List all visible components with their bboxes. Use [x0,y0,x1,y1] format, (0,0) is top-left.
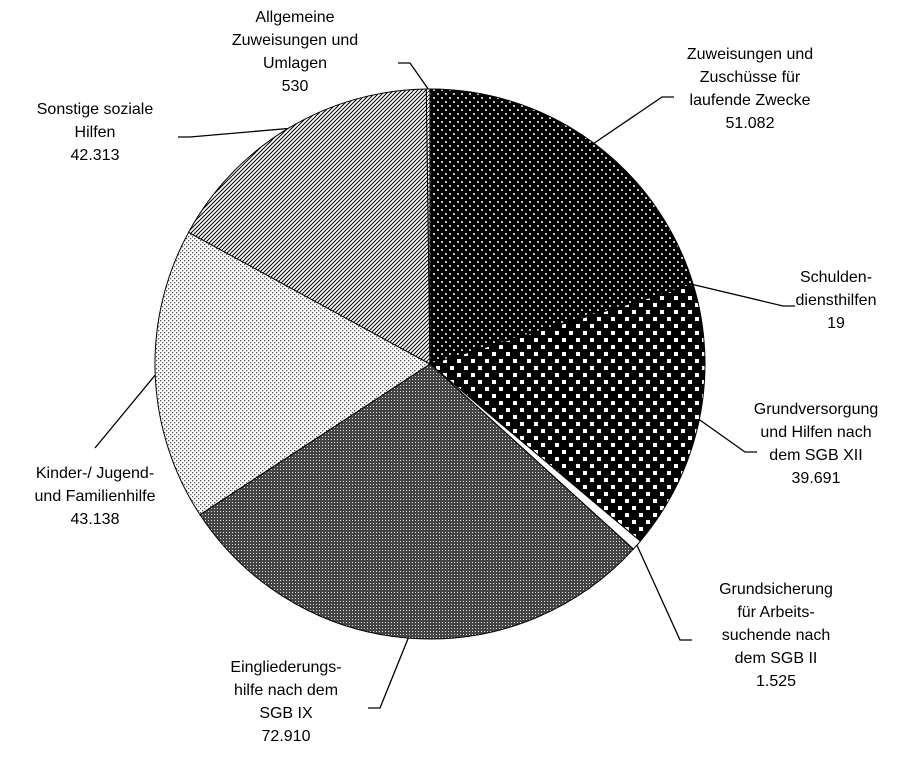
value-label: 51.082 [725,115,775,132]
value-label: 72.910 [261,728,311,745]
slice-label: Sonstige soziale Hilfen 42.313 [37,98,154,167]
leader-line [593,96,674,144]
category-label: Allgemeine Zuweisungen und Umlagen [231,9,359,72]
slice-label: Allgemeine Zuweisungen und Umlagen 530 [232,6,358,98]
value-label: 42.313 [70,147,120,164]
leader-line [94,374,156,449]
slice-label: Kinder-/ Jugend- und Familienhilfe 43.138 [35,462,156,531]
leader-line [398,62,429,90]
category-label: Grundsicherung für Arbeits- suchende nac… [719,581,833,667]
category-label: Kinder-/ Jugend- und Familienhilfe [34,465,156,505]
value-label: 39.691 [791,470,841,487]
pie-slice [187,88,431,365]
slice-label: Schulden- diensthilfen 19 [796,266,877,335]
slice-label: Zuweisungen und Zuschüsse für laufende Z… [687,43,813,135]
category-label: Sonstige soziale Hilfen [36,101,154,141]
pie-slice [199,363,635,640]
slice-label: Eingliederungs- hilfe nach dem SGB IX 72.… [230,656,341,748]
leader-line [178,127,289,138]
category-label: Eingliederungs- hilfe nach dem SGB IX [230,659,342,722]
leader-line [693,283,795,307]
leader-line [368,637,409,709]
slice-label: Grundsicherung für Arbeits- suchende nac… [719,578,833,693]
slice-label: Grundversorgung und Hilfen nach dem SGB … [754,398,879,490]
category-label: Zuweisungen und Zuschüsse für laufende Z… [686,46,814,109]
value-label: 19 [827,315,845,332]
pie-slice [154,231,431,516]
pie-slice [425,88,431,365]
value-label: 43.138 [70,511,120,528]
leader-line [698,419,757,453]
leader-line [636,544,692,641]
value-label: 1.525 [755,673,797,690]
category-label: Schulden- diensthilfen [795,269,877,309]
category-label: Grundversorgung und Hilfen nach dem SGB … [753,401,879,464]
value-label: 530 [281,78,309,95]
